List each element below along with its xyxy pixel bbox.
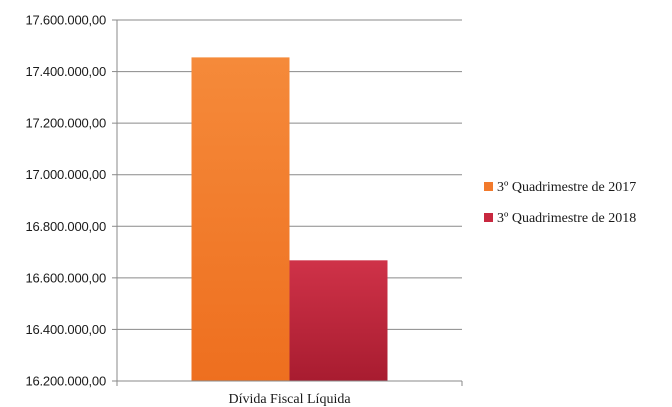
y-tick-label: 17.000.000,00 [25, 167, 106, 182]
legend: 3º Quadrimestre de 2017 3º Quadrimestre d… [484, 180, 636, 226]
legend-label: 3º Quadrimestre de 2017 [497, 180, 636, 195]
bar-2017 [191, 57, 290, 382]
y-tick-label: 16.600.000,00 [25, 270, 106, 285]
y-axis: 16.200.000,00 16.400.000,00 16.600.000,00 1… [25, 13, 117, 389]
y-tick-label: 16.200.000,00 [25, 374, 106, 389]
y-tick-label: 17.600.000,00 [25, 13, 106, 28]
legend-label: 3º Quadrimestre de 2018 [497, 211, 636, 226]
bar-2018 [289, 260, 388, 381]
y-tick-label: 16.400.000,00 [25, 322, 106, 337]
y-tick-label: 16.800.000,00 [25, 219, 106, 234]
y-tick-label: 17.200.000,00 [25, 116, 106, 131]
x-axis: Dívida Fiscal Líquida [228, 392, 351, 407]
y-tick-label: 17.400.000,00 [25, 64, 106, 79]
x-category-label: Dívida Fiscal Líquida [228, 392, 351, 407]
legend-swatch [484, 182, 493, 191]
legend-swatch [484, 213, 493, 222]
axes [116, 20, 463, 386]
bars [191, 57, 388, 382]
